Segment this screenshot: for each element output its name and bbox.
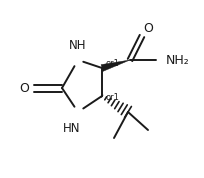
Text: HN: HN (63, 122, 81, 135)
Text: or1: or1 (105, 93, 119, 103)
Text: NH: NH (69, 39, 87, 52)
Text: NH₂: NH₂ (166, 54, 190, 67)
Text: or1: or1 (105, 59, 119, 67)
Text: O: O (19, 82, 29, 95)
Polygon shape (101, 60, 130, 71)
Text: O: O (143, 22, 153, 35)
